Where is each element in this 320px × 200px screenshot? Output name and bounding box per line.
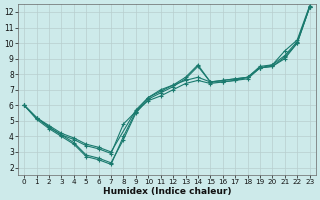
X-axis label: Humidex (Indice chaleur): Humidex (Indice chaleur) [103, 187, 231, 196]
